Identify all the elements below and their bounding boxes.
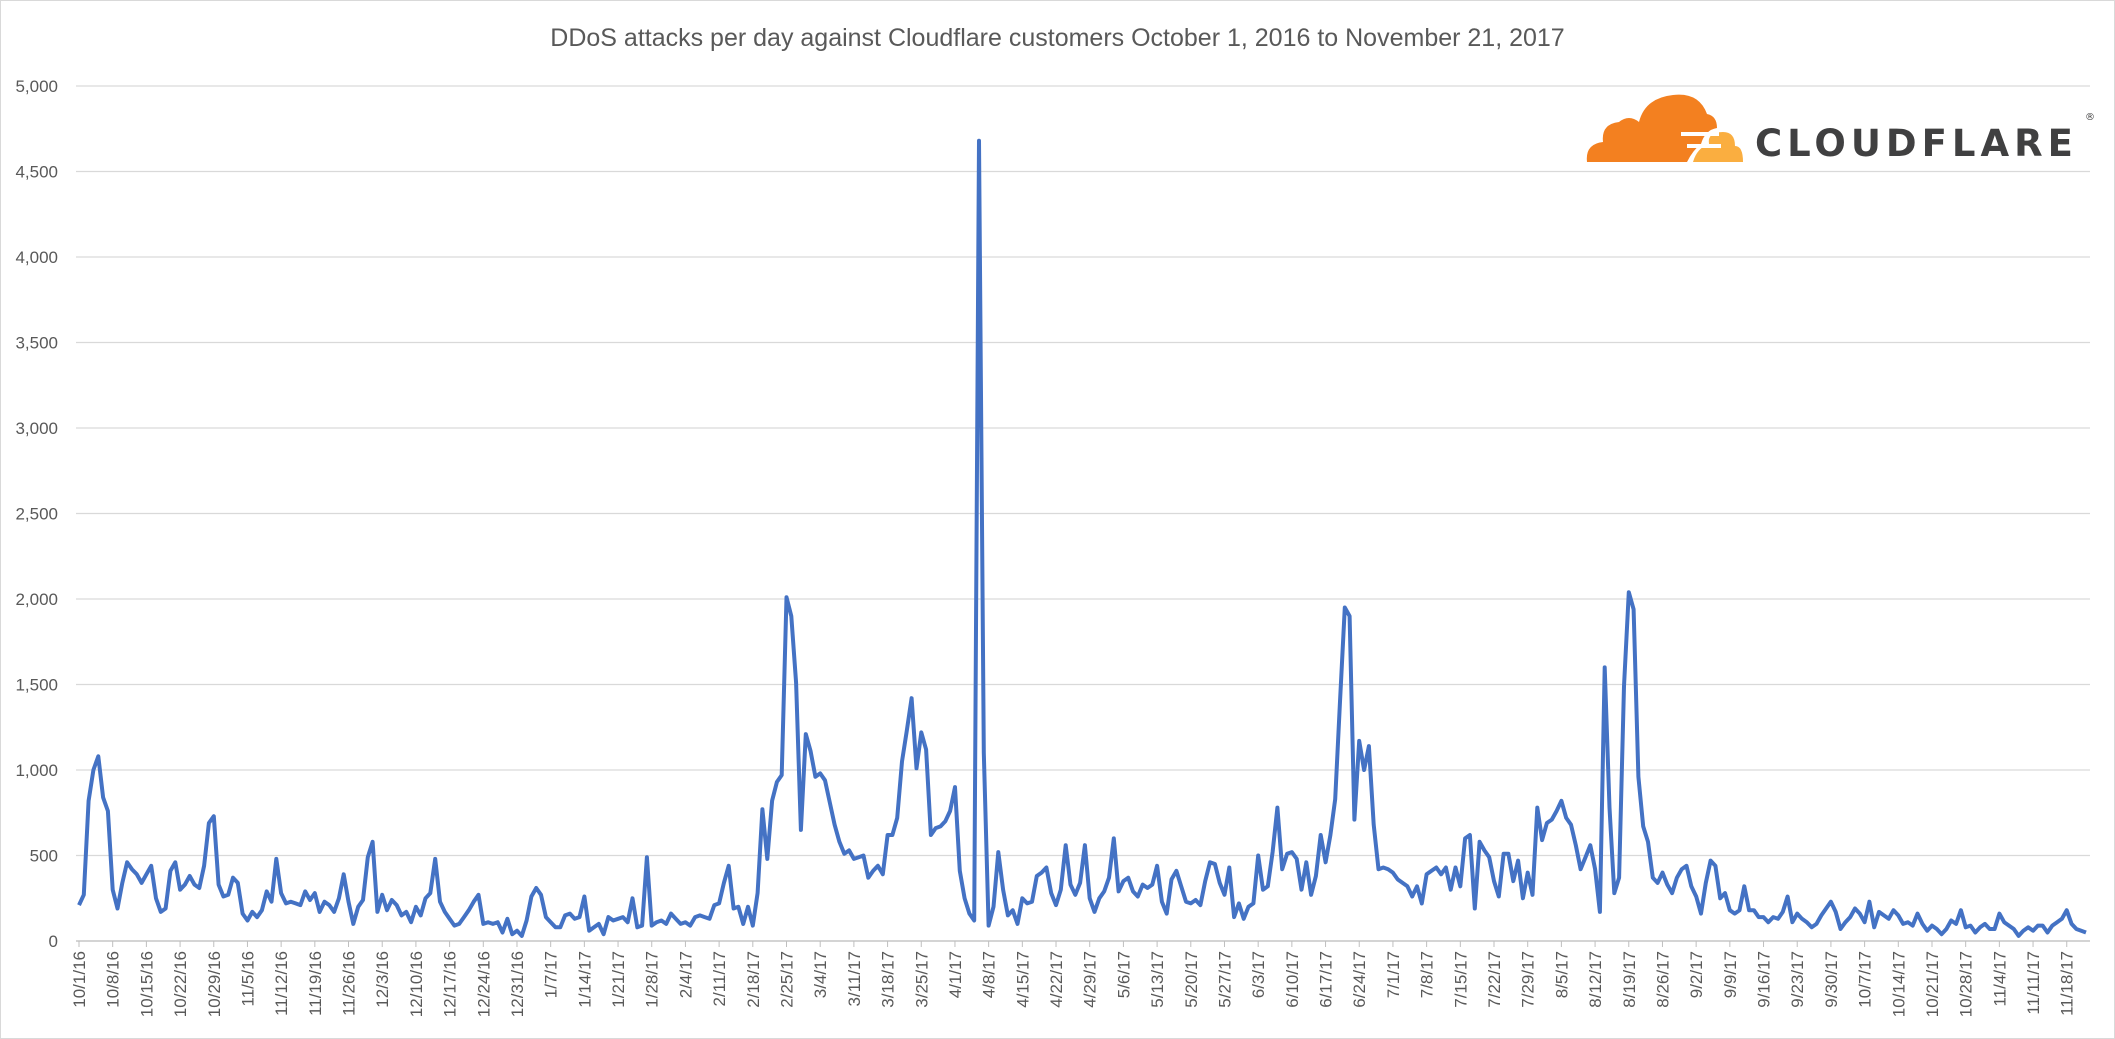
x-tick-label: 6/17/17 — [1317, 951, 1336, 1008]
x-tick-label: 9/9/17 — [1721, 951, 1740, 998]
x-tick-label: 1/7/17 — [542, 951, 561, 998]
x-tick-label: 4/8/17 — [980, 951, 999, 998]
x-tick-label: 10/14/17 — [1889, 951, 1908, 1017]
x-tick-label: 10/7/17 — [1856, 951, 1875, 1008]
series-line — [77, 138, 2087, 938]
x-tick-label: 11/11/17 — [2024, 951, 2043, 1015]
x-tick-label: 11/26/16 — [340, 951, 359, 1016]
x-tick-label: 11/18/17 — [2058, 951, 2077, 1016]
y-tick-label: 2,000 — [15, 590, 58, 609]
x-tick-label: 8/19/17 — [1620, 951, 1639, 1008]
x-tick-label: 4/29/17 — [1081, 951, 1100, 1008]
y-tick-label: 2,500 — [15, 505, 58, 524]
x-tick-label: 3/18/17 — [879, 951, 898, 1008]
x-tick-label: 1/14/17 — [575, 951, 594, 1008]
x-tick-label: 3/4/17 — [811, 951, 830, 998]
x-tick-label: 4/15/17 — [1013, 951, 1032, 1008]
cloudflare-cloud-icon — [1586, 94, 1743, 162]
gridlines — [76, 85, 2090, 942]
x-tick-label: 1/21/17 — [609, 951, 628, 1008]
x-tick-label: 7/15/17 — [1451, 951, 1470, 1008]
chart-title: DDoS attacks per day against Cloudflare … — [550, 24, 1565, 52]
x-tick-label: 9/2/17 — [1687, 951, 1706, 998]
x-tick-label: 5/13/17 — [1148, 951, 1167, 1008]
x-tick-label: 4/22/17 — [1047, 951, 1066, 1008]
x-tick-label: 12/3/16 — [373, 951, 392, 1008]
x-tick-label: 10/1/16 — [70, 951, 89, 1008]
x-tick-label: 9/30/17 — [1822, 951, 1841, 1008]
x-tick-label: 6/10/17 — [1283, 951, 1302, 1008]
x-tick-label: 3/25/17 — [912, 951, 931, 1008]
x-tick-label: 4/1/17 — [946, 951, 965, 998]
x-tick-label: 12/24/16 — [474, 951, 493, 1017]
x-tick-label: 3/11/17 — [845, 951, 864, 1006]
x-tick-label: 10/21/17 — [1923, 951, 1942, 1017]
cloudflare-logo: CLOUDFLARE ® — [1586, 94, 2095, 165]
cloudflare-wordmark: CLOUDFLARE — [1755, 122, 2078, 165]
y-axis: 0 500 1,000 1,500 2,000 2,500 3,000 3,500 4,000 4… — [15, 77, 58, 951]
x-tick-label: 9/16/17 — [1755, 951, 1774, 1008]
x-tick-label: 12/10/16 — [407, 951, 426, 1017]
y-tick-label: 5,000 — [15, 77, 58, 96]
y-tick-label: 1,000 — [15, 761, 58, 780]
x-tick-label: 8/5/17 — [1552, 951, 1571, 998]
x-tick-label: 2/25/17 — [778, 951, 797, 1008]
x-tick-label: 8/26/17 — [1653, 951, 1672, 1008]
x-tick-label: 10/8/16 — [104, 951, 123, 1008]
x-tick-label: 11/4/17 — [1990, 951, 2009, 1006]
x-tick-label: 6/24/17 — [1350, 951, 1369, 1008]
x-tick-label: 10/29/16 — [205, 951, 224, 1017]
series-layer — [77, 138, 2087, 938]
y-tick-label: 0 — [49, 932, 58, 951]
x-tick-label: 11/5/16 — [238, 951, 257, 1006]
registered-mark: ® — [2085, 112, 2095, 123]
x-tick-label: 7/8/17 — [1418, 951, 1437, 998]
x-tick-label: 10/15/16 — [137, 951, 156, 1017]
y-tick-label: 3,000 — [15, 419, 58, 438]
y-tick-label: 500 — [30, 847, 58, 866]
x-tick-label: 7/29/17 — [1519, 951, 1538, 1008]
x-tick-label: 10/28/17 — [1957, 951, 1976, 1017]
x-tick-label: 5/20/17 — [1182, 951, 1201, 1008]
y-tick-label: 1,500 — [15, 676, 58, 695]
x-tick-label: 2/11/17 — [710, 951, 729, 1006]
x-tick-label: 11/19/16 — [306, 951, 325, 1016]
x-tick-label: 7/22/17 — [1485, 951, 1504, 1008]
x-tick-label: 1/28/17 — [643, 951, 662, 1008]
y-tick-label: 3,500 — [15, 334, 58, 353]
x-tick-label: 12/31/16 — [508, 951, 527, 1017]
x-tick-label: 5/27/17 — [1215, 951, 1234, 1008]
y-tick-label: 4,500 — [15, 163, 58, 182]
x-tick-label: 2/18/17 — [744, 951, 763, 1008]
y-tick-label: 4,000 — [15, 248, 58, 267]
x-tick-label: 8/12/17 — [1586, 951, 1605, 1008]
x-tick-label: 10/22/16 — [171, 951, 190, 1017]
x-tick-label: 6/3/17 — [1249, 951, 1268, 998]
x-tick-label: 5/6/17 — [1114, 951, 1133, 998]
x-axis: 10/1/16 10/8/16 10/15/16 10/22/16 10/29/16 11… — [70, 940, 2090, 1017]
x-tick-label: 9/23/17 — [1788, 951, 1807, 1008]
x-tick-label: 2/4/17 — [676, 951, 695, 998]
x-tick-label: 11/12/16 — [272, 951, 291, 1016]
x-tick-label: 12/17/16 — [441, 951, 460, 1017]
x-tick-label: 7/1/17 — [1384, 951, 1403, 998]
